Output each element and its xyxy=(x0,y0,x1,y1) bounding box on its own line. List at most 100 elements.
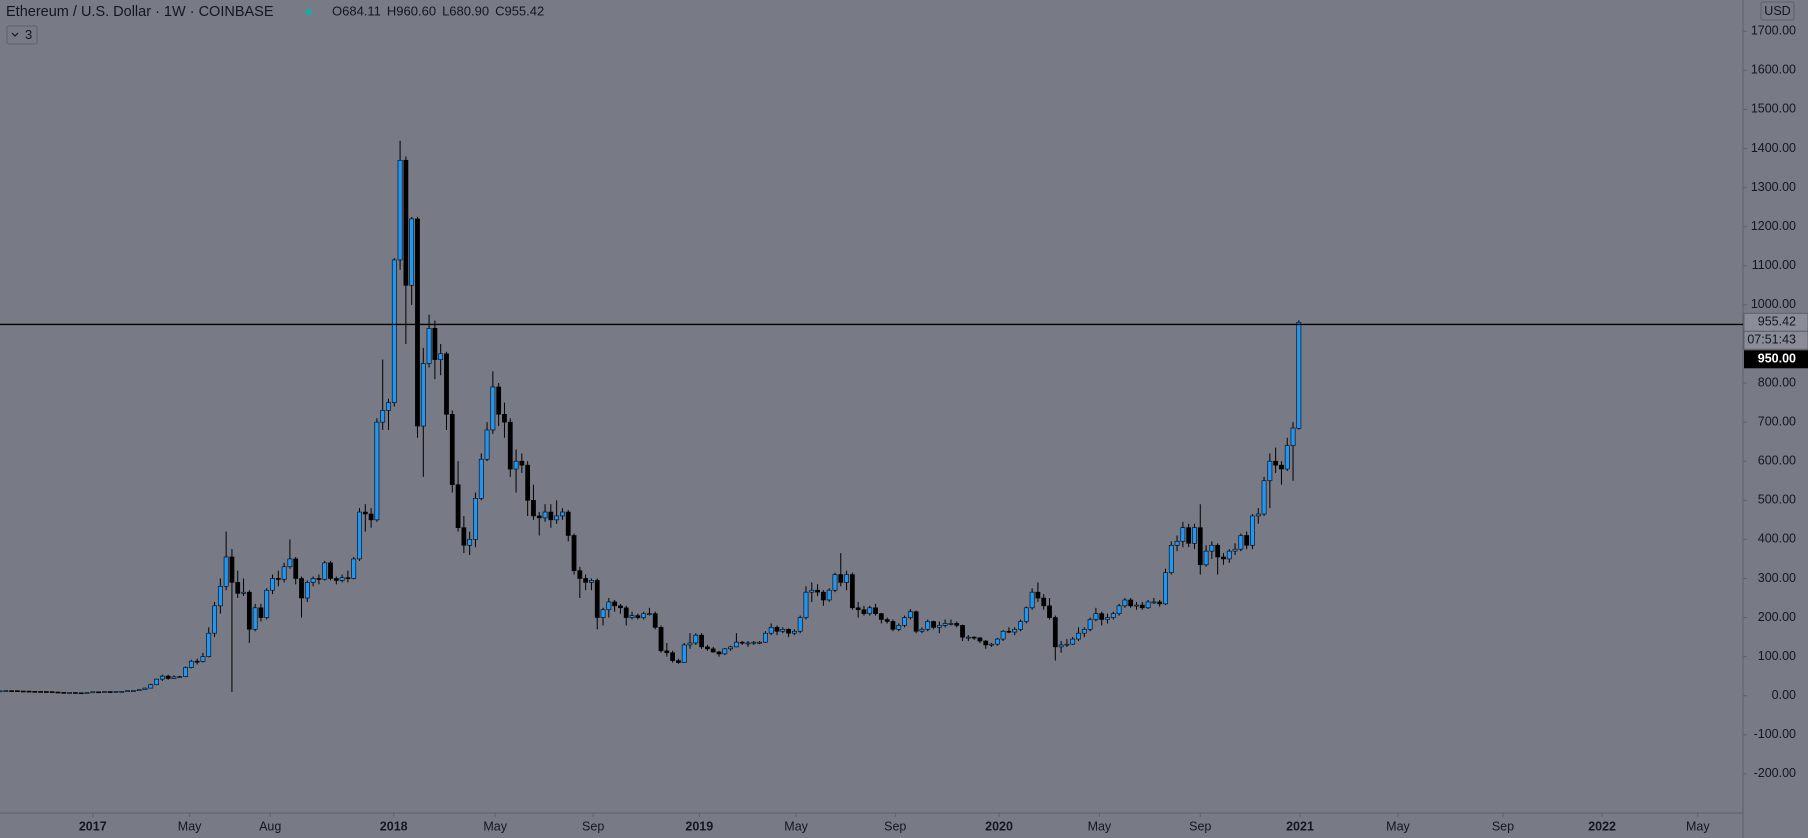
candle-body xyxy=(734,641,739,648)
candle-body xyxy=(699,634,704,648)
candle-body xyxy=(780,628,786,632)
y-tick-label: -100.00 xyxy=(1754,727,1796,741)
candle-body xyxy=(1116,605,1122,614)
x-tick-label: 2018 xyxy=(380,819,408,833)
candle-body xyxy=(1232,548,1238,552)
y-tick-label: 800.00 xyxy=(1758,375,1796,389)
candle-body xyxy=(502,414,507,423)
candle-body xyxy=(1267,460,1273,482)
candle-body xyxy=(1284,445,1290,470)
candle-body xyxy=(826,589,832,601)
candle-body xyxy=(710,648,716,653)
candle-body xyxy=(658,627,664,652)
candle-body xyxy=(536,515,542,519)
candle-body xyxy=(386,402,391,411)
chevron-icon xyxy=(11,32,19,37)
y-tick-label: 1100.00 xyxy=(1752,258,1796,272)
indicators-button[interactable] xyxy=(6,25,38,45)
y-tick-label: 300.00 xyxy=(1758,571,1796,585)
candle-body xyxy=(1255,513,1261,517)
y-tick-label: 1000.00 xyxy=(1751,297,1796,311)
candle-body xyxy=(994,638,1000,645)
candle-body xyxy=(490,386,496,431)
y-tick-label: 1600.00 xyxy=(1751,63,1796,77)
candle-body xyxy=(357,511,362,560)
candle-body xyxy=(119,690,125,693)
candle-body xyxy=(229,556,235,583)
x-tick-label: 2019 xyxy=(685,819,713,833)
candle-body xyxy=(844,574,849,583)
x-tick-label: May xyxy=(1088,819,1112,833)
candle-body xyxy=(96,691,101,694)
candle-body xyxy=(1128,599,1134,607)
candle-body xyxy=(878,613,884,620)
x-tick-label: 2022 xyxy=(1588,819,1616,833)
candle-body xyxy=(183,667,188,677)
x-tick-label: Sep xyxy=(1492,819,1514,833)
y-tick-label: 200.00 xyxy=(1758,610,1796,624)
currency-toggle[interactable]: USD xyxy=(1760,1,1795,21)
currency-button[interactable] xyxy=(1760,1,1795,21)
candle-body xyxy=(1168,544,1174,573)
candle-body xyxy=(855,607,861,611)
candle-body xyxy=(113,691,119,693)
candle-body xyxy=(473,498,478,540)
candle-body xyxy=(589,580,594,583)
candle-body xyxy=(15,690,20,692)
candle-body xyxy=(293,558,299,579)
last-price-label: 955.42 xyxy=(1758,315,1796,329)
candle-body xyxy=(693,634,699,644)
candle-body xyxy=(409,218,415,286)
candle-body xyxy=(241,591,246,594)
candle-body xyxy=(739,641,745,644)
candle-body xyxy=(768,627,774,634)
candle-body xyxy=(531,500,536,517)
candle-body xyxy=(299,578,304,599)
candle-body xyxy=(571,535,577,571)
candle-body xyxy=(849,574,855,609)
candle-body xyxy=(983,640,989,646)
candle-body xyxy=(304,582,310,599)
candle-body xyxy=(368,513,374,521)
candle-body xyxy=(90,691,96,694)
candle-body xyxy=(467,539,473,546)
candle-body xyxy=(1058,644,1064,648)
candle-body xyxy=(907,611,913,618)
candle-body xyxy=(101,691,107,693)
candle-body xyxy=(1041,597,1047,607)
candle-body xyxy=(1244,535,1250,546)
candle-body xyxy=(832,574,838,591)
candle-body xyxy=(687,642,693,646)
candle-body xyxy=(84,692,90,694)
candle-body xyxy=(1122,599,1128,607)
candle-body xyxy=(26,690,32,693)
candle-body xyxy=(38,691,43,693)
candle-body xyxy=(328,562,333,579)
candle-body xyxy=(432,328,438,360)
y-tick-label: 500.00 xyxy=(1758,493,1796,507)
candle-body xyxy=(258,607,264,618)
candle-body xyxy=(351,558,357,579)
candle-body xyxy=(125,690,130,692)
candle-body xyxy=(1192,527,1197,544)
ohlc-legend: O684.11 H960.60 L680.90 C955.42 xyxy=(332,3,544,18)
candle-body xyxy=(647,613,652,615)
candle-body xyxy=(362,511,368,515)
candle-body xyxy=(965,636,971,639)
indicators-toggle[interactable]: 3 xyxy=(6,25,38,45)
candle-body xyxy=(652,613,658,628)
candle-body xyxy=(194,660,200,663)
y-tick-label: 1500.00 xyxy=(1751,102,1796,116)
candle-body xyxy=(716,651,722,655)
candle-body xyxy=(548,511,554,521)
candle-body xyxy=(1186,527,1192,544)
y-tick-label: 0.00 xyxy=(1772,688,1796,702)
candle-body xyxy=(757,641,762,644)
candle-body xyxy=(49,691,55,693)
candle-body xyxy=(664,650,670,654)
candle-body xyxy=(1000,630,1006,640)
candle-body xyxy=(235,582,241,594)
candle-body xyxy=(618,605,623,609)
candle-body xyxy=(745,642,751,645)
candle-body xyxy=(217,585,223,607)
